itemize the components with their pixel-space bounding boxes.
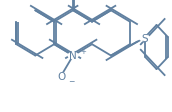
Circle shape xyxy=(55,72,67,80)
Text: +: + xyxy=(80,48,86,55)
Text: N: N xyxy=(69,51,77,61)
Text: S: S xyxy=(141,34,148,44)
Circle shape xyxy=(67,52,79,60)
Circle shape xyxy=(139,35,150,42)
Text: −: − xyxy=(68,76,74,85)
Text: O: O xyxy=(57,71,65,81)
